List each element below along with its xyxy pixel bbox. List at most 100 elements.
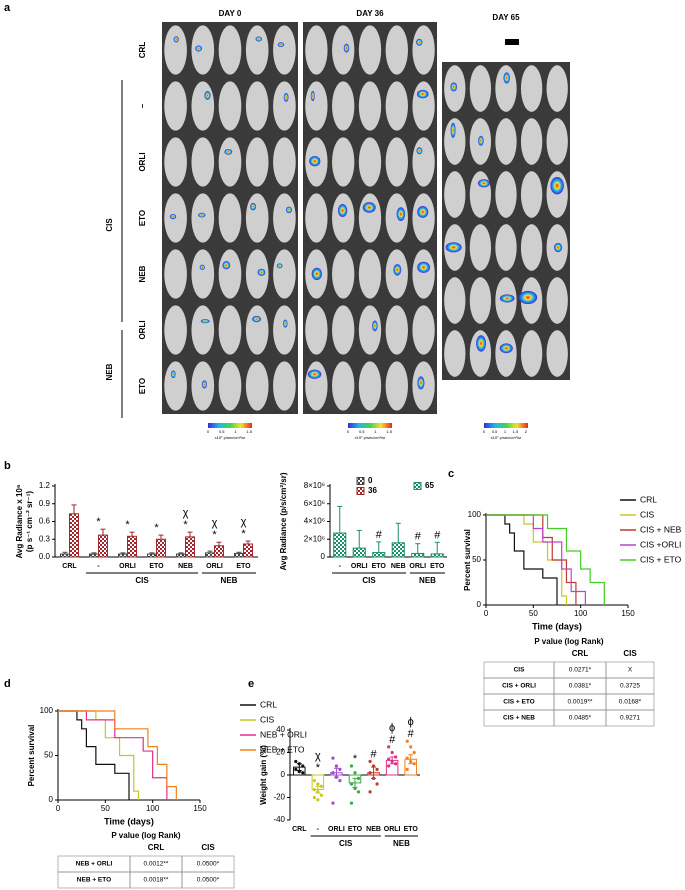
x-tick-label: 0	[484, 609, 489, 618]
y-tick-label: 8×10⁶	[304, 481, 325, 490]
data-point	[387, 745, 391, 749]
row-label: CRL	[138, 42, 147, 59]
x-tick-label: ETO	[236, 563, 251, 570]
x-tick-label: ETO	[430, 563, 445, 570]
mouse	[385, 193, 408, 243]
significance-mark: #	[376, 529, 383, 541]
signal-spot	[450, 122, 456, 138]
data-point	[412, 750, 416, 755]
table-cell-text: X	[628, 667, 633, 674]
mouse	[546, 277, 568, 324]
signal-spot	[282, 319, 288, 328]
signal-spot	[417, 206, 429, 218]
legend-label: CIS	[640, 509, 655, 519]
x-axis-label: Time (days)	[532, 621, 582, 631]
mouse	[218, 361, 242, 411]
panel-label: a	[4, 2, 11, 14]
signal-spot	[283, 92, 289, 102]
bar	[205, 552, 215, 558]
mouse	[164, 137, 187, 187]
bar	[156, 538, 166, 558]
mouse	[412, 25, 435, 75]
mouse	[385, 137, 408, 187]
x-tick-label: ORLI	[384, 826, 401, 833]
legend-label: NEB + ORLI	[260, 729, 307, 739]
significance-mark: χ	[212, 517, 218, 529]
mouse	[385, 361, 408, 411]
data-point	[368, 771, 372, 775]
mouse	[495, 330, 517, 377]
image-panel	[442, 62, 570, 380]
mouse	[520, 65, 543, 112]
signal-spot	[277, 42, 285, 48]
mouse	[520, 330, 543, 377]
data-point	[353, 771, 357, 775]
panel-label: d	[4, 678, 11, 690]
table-cell-text: CIS + ETO	[503, 699, 535, 706]
mouse	[245, 305, 269, 355]
mouse	[412, 193, 435, 243]
signal-spot	[199, 264, 205, 270]
significance-mark: #	[371, 748, 378, 760]
y-tick-label: 100	[40, 706, 54, 715]
mouse	[273, 137, 296, 187]
table-cell	[605, 709, 655, 727]
mouse	[520, 171, 543, 218]
y-tick-label: 0	[49, 795, 54, 804]
bar	[430, 553, 444, 558]
significance-mark: *	[316, 762, 321, 774]
data-point	[387, 764, 391, 768]
legend-label: CIS +ORLI	[640, 539, 681, 549]
legend-label: CIS + NEB	[640, 524, 682, 534]
mouse	[546, 330, 568, 377]
signal-spot	[169, 214, 177, 220]
mouse	[469, 277, 492, 324]
table-cell-text: 0.9271	[620, 715, 640, 722]
colorbar-unit: x10⁷ p/sec/cm²/sr	[215, 435, 246, 440]
x-tick-label: NEB	[366, 826, 381, 833]
table-cell-text: 0.0500*	[197, 877, 220, 884]
data-point	[319, 784, 323, 788]
data-point	[371, 764, 376, 768]
panel-label: b	[4, 460, 11, 472]
signal-spot	[198, 212, 206, 218]
y-tick-label: 0.0	[39, 552, 51, 561]
mouse	[385, 305, 408, 355]
signal-spot	[170, 370, 176, 379]
legend-label: 36	[368, 486, 377, 495]
mouse	[412, 137, 435, 187]
y-tick-label: 0	[321, 552, 326, 561]
legend-label: 65	[425, 481, 434, 490]
mouse	[245, 193, 269, 243]
legend-label: CRL	[640, 494, 657, 504]
legend-swatch	[413, 482, 422, 490]
mouse	[332, 249, 355, 299]
data-point	[412, 762, 416, 766]
colorbar	[208, 423, 252, 428]
x-tick-label: 100	[146, 804, 160, 813]
bar	[243, 543, 253, 558]
mouse	[164, 81, 187, 131]
x-tick-label: ETO	[372, 563, 387, 570]
data-point	[312, 788, 316, 792]
table-cell-text: 0.0012**	[144, 861, 169, 868]
mouse	[218, 305, 242, 355]
mouse	[273, 193, 296, 243]
significance-mark: #	[408, 728, 415, 740]
table-cell-text: CIS + NEB	[503, 715, 535, 722]
mouse	[164, 361, 187, 411]
signal-spot	[310, 90, 315, 102]
table-title: P value (log Rank)	[534, 637, 604, 646]
mouse	[218, 81, 242, 131]
y-tick-label: 2×10⁶	[304, 534, 325, 543]
data-point	[316, 790, 320, 794]
mouse	[358, 305, 382, 355]
colorbar-tick: 1.5	[513, 429, 519, 434]
significance-mark: *	[241, 528, 246, 540]
data-point	[349, 764, 354, 768]
mouse	[358, 137, 382, 187]
signal-spot	[343, 43, 350, 53]
colorbar-unit: x10⁷ p/sec/cm²/sr	[491, 435, 522, 440]
mouse	[385, 25, 408, 75]
mouse	[191, 305, 215, 355]
